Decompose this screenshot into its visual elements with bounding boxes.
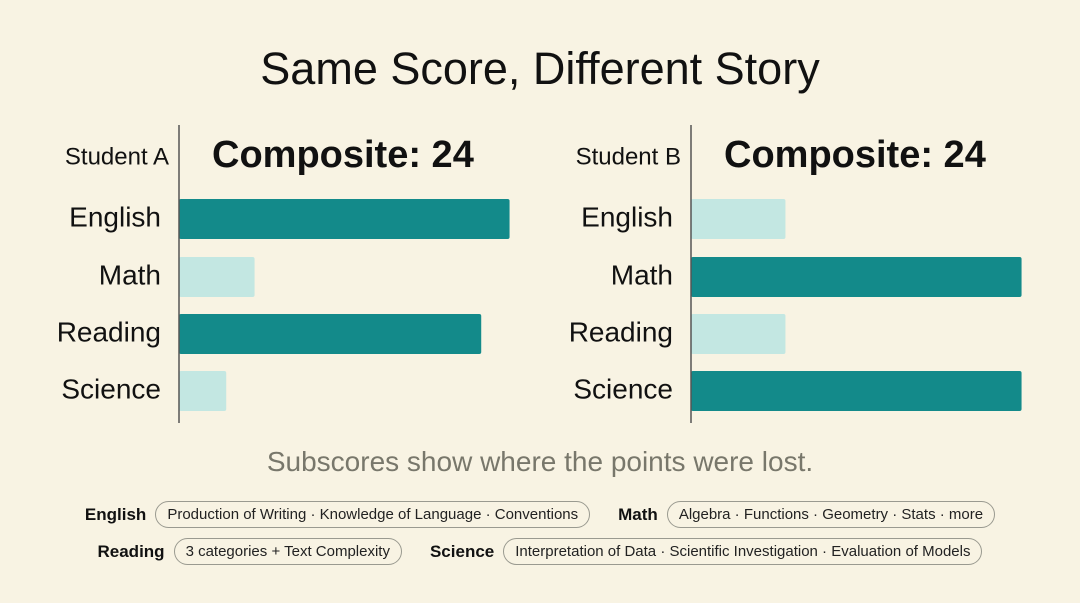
category-label: English	[581, 201, 673, 232]
category-label: Science	[61, 373, 161, 404]
page-title: Same Score, Different Story	[260, 43, 820, 94]
subscore-group: English Production of Writing · Knowledge…	[84, 501, 591, 528]
bar	[179, 371, 227, 411]
details-chip: 3 categories + Text Complexity	[173, 538, 402, 565]
details-chip: Production of Writing · Knowledge of Lan…	[155, 501, 591, 528]
bar	[691, 314, 786, 354]
bar	[179, 199, 510, 239]
subscore-row: English Production of Writing · Knowledge…	[0, 501, 1080, 528]
composite: Composite: 24	[212, 134, 474, 176]
bar	[179, 314, 482, 354]
category-label: Math	[611, 259, 673, 290]
subject: Reading	[97, 541, 165, 561]
category-label: Reading	[569, 316, 673, 347]
bar	[691, 199, 786, 239]
chart-title: Student A	[65, 143, 169, 170]
category-label: English	[69, 201, 161, 232]
subscore-group: Science Interpretation of Data · Scientif…	[430, 538, 983, 565]
subject: English	[84, 504, 147, 524]
category-label: Math	[99, 259, 161, 290]
composite: Composite: 24	[724, 134, 986, 176]
subscore-row: Reading 3 categories + Text Complexity Sci…	[0, 538, 1080, 565]
subject: Math	[618, 504, 658, 524]
details-chip: Interpretation of Data · Scientific Inve…	[503, 538, 983, 565]
bar	[179, 257, 255, 297]
category-label: Reading	[57, 316, 161, 347]
chart-title: Student B	[576, 143, 681, 170]
bar	[691, 371, 1022, 411]
subscore-group: Math Algebra · Functions · Geometry · Sta…	[618, 501, 996, 528]
details-chip: Algebra · Functions · Geometry · Stats ·…	[666, 501, 996, 528]
caption: Subscores show where the points were los…	[266, 446, 814, 477]
bar	[691, 257, 1022, 297]
subject: Science	[429, 541, 495, 561]
charts: Same Score, Different Story Student A Com…	[57, 43, 1022, 423]
subscore-group: Reading 3 categories + Text Complexity	[98, 538, 402, 565]
category-label: Science	[573, 373, 673, 404]
